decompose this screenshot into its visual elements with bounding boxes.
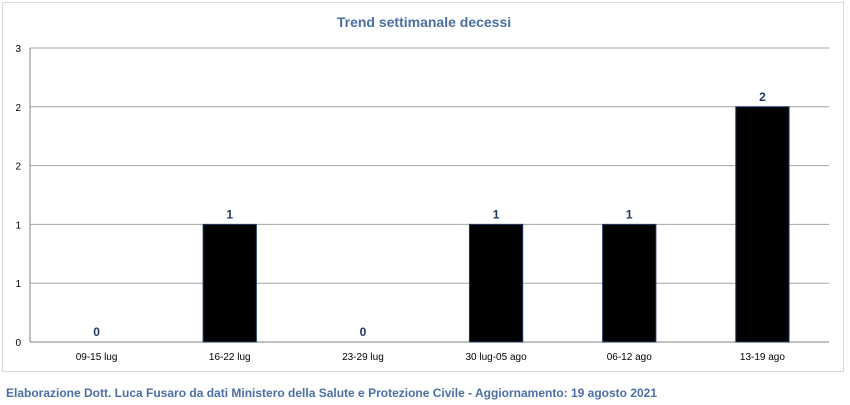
x-axis-ticks: 09-15 lug 16-22 lug 23-29 lug 30 lug-05 ago…: [76, 352, 786, 363]
chart-title: Trend settimanale decessi: [337, 14, 511, 30]
data-label: 2: [759, 90, 766, 104]
x-tick-label: 13-19 ago: [740, 352, 785, 363]
x-tick-label: 30 lug-05 ago: [465, 352, 527, 363]
source-caption: Elaborazione Dott. Luca Fusaro da dati M…: [6, 386, 658, 400]
bars: [202, 106, 790, 343]
y-axis-ticks: 0 1 1 2 2 3: [15, 44, 21, 349]
bar: [602, 223, 657, 343]
data-label: 0: [93, 325, 100, 339]
y-tick-label: 3: [15, 44, 21, 55]
gridlines: [29, 47, 829, 343]
bar: [735, 106, 790, 343]
data-labels: 0 1 0 1 1 2: [93, 90, 766, 339]
data-label: 1: [626, 207, 633, 221]
x-tick-label: 23-29 lug: [342, 352, 384, 363]
x-tick-label: 16-22 lug: [209, 352, 251, 363]
bar: [468, 223, 524, 343]
x-tick-label: 09-15 lug: [76, 352, 118, 363]
data-label: 1: [493, 207, 500, 221]
y-tick-label: 1: [15, 279, 21, 290]
y-tick-label: 0: [15, 338, 21, 349]
y-tick-label: 1: [15, 220, 21, 231]
y-tick-label: 2: [15, 162, 21, 173]
bar: [202, 223, 257, 343]
y-tick-label: 2: [15, 103, 21, 114]
data-label: 0: [360, 325, 367, 339]
data-label: 1: [226, 207, 233, 221]
x-tick-label: 06-12 ago: [607, 352, 652, 363]
